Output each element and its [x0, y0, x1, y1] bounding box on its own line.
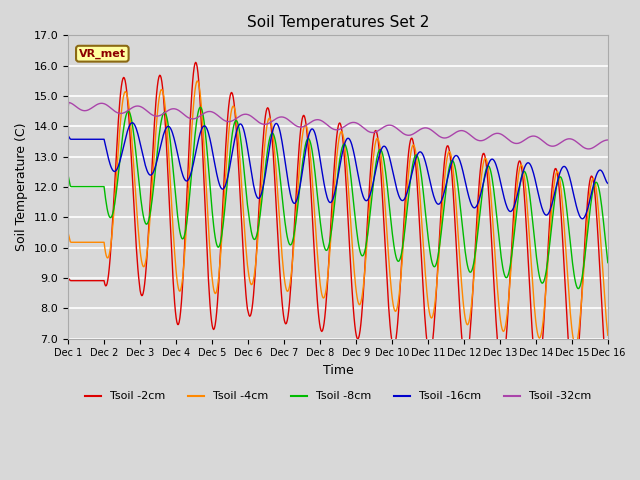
Title: Soil Temperatures Set 2: Soil Temperatures Set 2 [247, 15, 429, 30]
Y-axis label: Soil Temperature (C): Soil Temperature (C) [15, 123, 28, 251]
Legend: Tsoil -2cm, Tsoil -4cm, Tsoil -8cm, Tsoil -16cm, Tsoil -32cm: Tsoil -2cm, Tsoil -4cm, Tsoil -8cm, Tsoi… [80, 387, 596, 406]
Text: VR_met: VR_met [79, 48, 126, 59]
X-axis label: Time: Time [323, 364, 353, 377]
